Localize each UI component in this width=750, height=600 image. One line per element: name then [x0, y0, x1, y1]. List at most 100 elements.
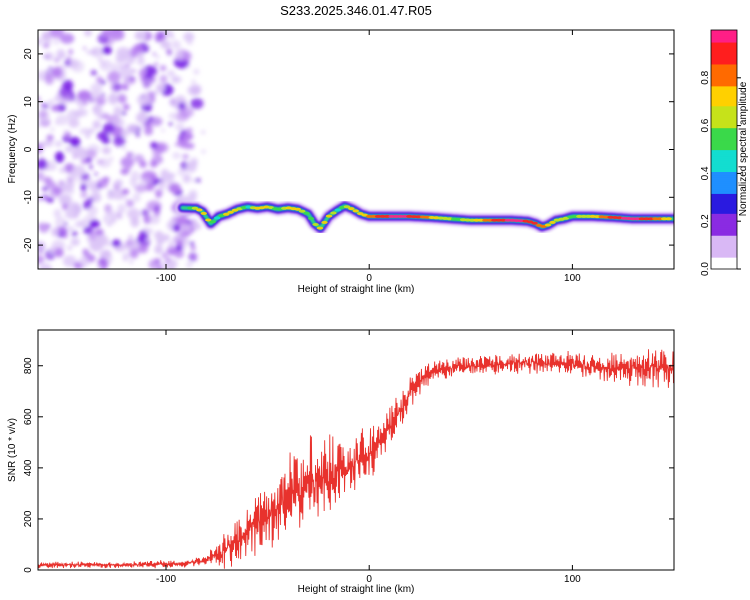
colorbar-cell — [711, 99, 737, 103]
noise-blob — [145, 106, 151, 113]
colorbar-cell — [711, 237, 737, 240]
noise-blob — [146, 124, 153, 130]
colorbar-cell — [711, 151, 737, 155]
ridge-hotspot — [392, 214, 400, 218]
noise-blob — [111, 63, 120, 71]
noise-blob — [80, 157, 88, 165]
noise-blob — [191, 79, 196, 84]
colorbar-cell — [711, 167, 737, 171]
colorbar-cell — [711, 83, 737, 87]
noise-blob — [188, 34, 194, 40]
colorbar-cell — [711, 93, 737, 97]
noise-blob — [68, 178, 72, 183]
noise-blob — [139, 100, 144, 105]
ridge-hotspot — [544, 223, 552, 227]
ridge-hotspot — [504, 218, 511, 222]
noise-blob — [183, 223, 192, 233]
noise-blob — [116, 210, 123, 215]
colorbar-cell — [711, 67, 737, 71]
ridge-hotspot — [661, 217, 668, 221]
ridge-hotspot — [468, 218, 476, 222]
colorbar-cell — [711, 53, 737, 57]
noise-blob — [130, 170, 140, 182]
ridge-hotspot — [330, 211, 337, 215]
noise-blob — [121, 111, 127, 116]
colorbar-cell — [711, 195, 737, 198]
colorbar-cell — [711, 153, 737, 157]
noise-blob — [65, 84, 72, 91]
noise-blob — [38, 96, 41, 102]
colorbar-tick-label: 0.8 — [700, 70, 711, 84]
snr-x-label: Height of straight line (km) — [298, 584, 415, 595]
noise-blob — [185, 161, 197, 173]
noise-blob — [68, 49, 74, 55]
noise-blob — [65, 208, 79, 220]
colorbar-cell — [711, 69, 737, 73]
ridge-hotspot — [334, 208, 342, 212]
noise-blob — [118, 67, 133, 78]
noise-blob — [66, 182, 75, 190]
noise-blob — [54, 58, 59, 63]
noise-blob — [90, 46, 105, 58]
ridge-hotspot — [231, 208, 239, 212]
colorbar-tick-label: 0.2 — [700, 214, 711, 228]
noise-blob — [88, 164, 93, 170]
colorbar-cell — [711, 45, 737, 49]
ridge-hotspot — [540, 224, 547, 228]
colorbar-cell — [711, 213, 737, 216]
noise-blob — [38, 222, 50, 233]
colorbar-ticks: 0.0 0.2 0.4 0.6 0.8 — [700, 70, 741, 276]
x-tick-label: -100 — [156, 273, 176, 284]
noise-blob — [145, 184, 155, 192]
ridge-hotspot — [348, 207, 355, 211]
colorbar-gradient — [711, 30, 737, 270]
noise-blob — [159, 74, 168, 84]
noise-blob — [90, 70, 98, 76]
noise-blob — [77, 220, 87, 228]
colorbar-cell — [711, 171, 737, 174]
colorbar-cell — [711, 57, 737, 61]
noise-blob — [142, 78, 153, 88]
noise-blob — [136, 133, 140, 137]
noise-blob — [87, 128, 95, 134]
noise-blob — [174, 50, 185, 61]
noise-blob — [174, 142, 179, 147]
noise-blob — [48, 99, 54, 105]
noise-blob — [126, 123, 139, 134]
colorbar-cell — [711, 109, 737, 113]
noise-blob — [79, 105, 84, 111]
noise-blob — [107, 192, 115, 200]
noise-blob — [44, 36, 52, 45]
noise-blob — [195, 178, 201, 183]
noise-blob — [160, 40, 172, 49]
noise-blob — [168, 122, 173, 126]
ridge-hotspot — [227, 210, 234, 214]
colorbar-cell — [711, 75, 737, 79]
ridge-hotspot — [401, 214, 409, 218]
y-tick-label: 20 — [23, 48, 34, 60]
noise-blob — [175, 123, 185, 131]
x-tick-label: 0 — [366, 574, 372, 585]
noise-blob — [145, 237, 151, 243]
colorbar: 0.0 0.2 0.4 0.6 0.8 Normalized spectral ampl… — [700, 29, 749, 276]
noise-blob — [124, 197, 128, 201]
colorbar-cell — [711, 139, 737, 143]
noise-blob — [102, 62, 107, 67]
noise-blob — [119, 64, 124, 69]
noise-blob — [95, 228, 104, 236]
colorbar-cell — [711, 243, 737, 246]
noise-blob — [120, 129, 130, 138]
ridge-hotspot — [191, 206, 199, 210]
ridge-hotspot — [571, 214, 578, 218]
noise-blob — [201, 130, 206, 134]
ridge-hotspot — [366, 214, 373, 218]
noise-blob — [55, 216, 66, 229]
noise-blob — [172, 223, 181, 232]
noise-blob — [50, 30, 63, 39]
noise-blob — [47, 197, 54, 203]
colorbar-cell — [711, 125, 737, 129]
noise-blob — [123, 75, 136, 85]
noise-blob — [154, 230, 164, 240]
noise-blob — [125, 239, 134, 246]
noise-blob — [70, 238, 80, 246]
